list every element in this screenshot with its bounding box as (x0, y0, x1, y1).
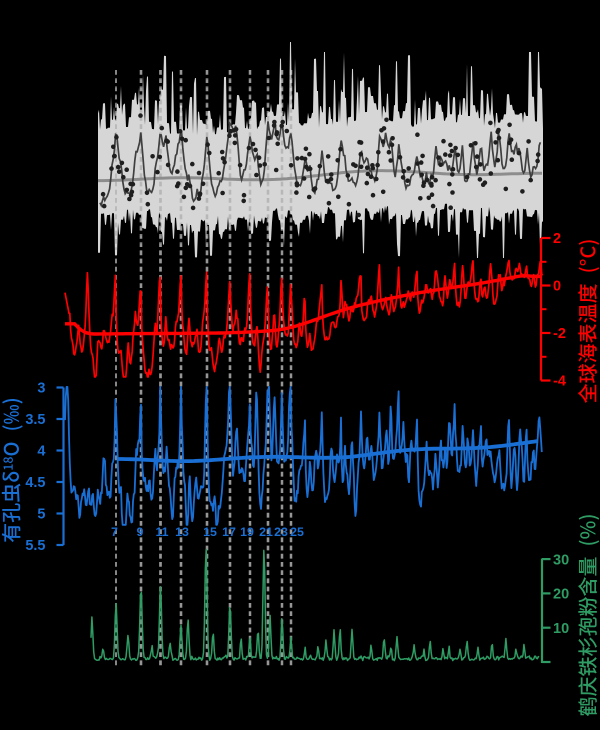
svg-text:15: 15 (203, 525, 217, 539)
svg-text:7: 7 (111, 525, 118, 539)
svg-text:9: 9 (137, 525, 144, 539)
svg-text:25: 25 (290, 525, 304, 539)
svg-text:17: 17 (222, 525, 236, 539)
svg-text:5: 5 (37, 507, 45, 523)
svg-text:0: 0 (553, 279, 561, 295)
svg-text:4.5: 4.5 (25, 475, 45, 491)
svg-text:2: 2 (553, 231, 561, 247)
svg-text:20: 20 (553, 587, 569, 603)
svg-text:21: 21 (259, 525, 273, 539)
svg-text:23: 23 (274, 525, 288, 539)
svg-text:3: 3 (37, 381, 45, 397)
svg-text:10: 10 (553, 621, 569, 637)
svg-text:30: 30 (553, 552, 569, 568)
svg-text:3.5: 3.5 (25, 412, 45, 428)
svg-text:5.5: 5.5 (25, 538, 45, 554)
svg-text:-2: -2 (553, 326, 566, 342)
svg-text:13: 13 (175, 525, 189, 539)
svg-text:4: 4 (37, 444, 45, 460)
svg-text:11: 11 (155, 525, 168, 539)
svg-text:19: 19 (240, 525, 254, 539)
svg-text:-4: -4 (553, 374, 566, 390)
